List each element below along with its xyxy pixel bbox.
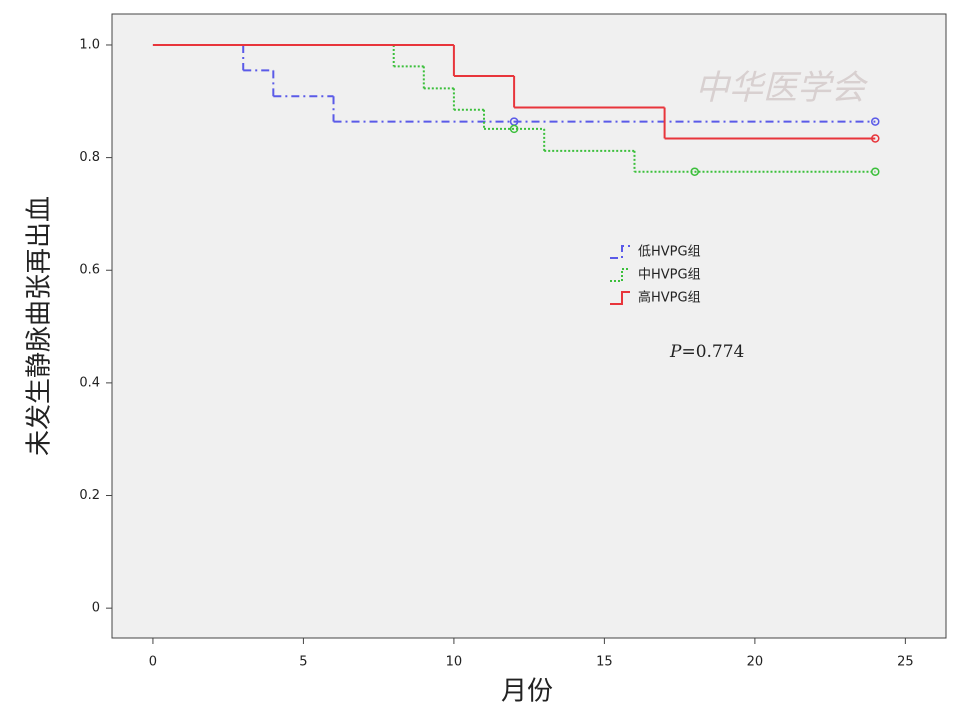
legend-swatch [610,245,630,259]
x-tick-label: 20 [747,655,764,670]
legend-label: 低HVPG组 [638,245,701,260]
y-tick-label: 0.8 [79,150,100,165]
censor-mark [871,134,880,143]
legend-swatch [610,268,630,282]
legend-swatch [610,291,630,305]
censor-mark [509,124,519,134]
censor-mark [871,117,880,126]
y-tick-label: 0.4 [79,375,100,390]
x-tick-label: 5 [299,655,307,670]
watermark: 中华医学会 [695,68,869,108]
y-tick-label: 1.0 [79,37,100,52]
annotation: P=0.774 [669,342,744,362]
x-tick-label: 25 [897,655,914,670]
annotation-italic: P [669,342,682,362]
y-axis-label: 未发生静脉曲张再出血 [25,196,55,456]
x-tick-label: 15 [596,655,613,670]
y-tick-label: 0.2 [79,488,100,503]
annotation-text: =0.774 [681,342,744,362]
censor-mark [690,167,699,176]
legend-label: 高HVPG组 [638,290,701,306]
plot-area [111,13,947,639]
censor-mark [871,167,880,176]
y-tick-label: 0.6 [79,263,100,278]
x-axis-label: 月份 [501,677,553,707]
y-tick-label: 0 [92,601,100,616]
x-tick-label: 0 [149,655,157,670]
legend-label: 中HVPG组 [638,268,701,283]
x-tick-label: 10 [446,655,463,670]
